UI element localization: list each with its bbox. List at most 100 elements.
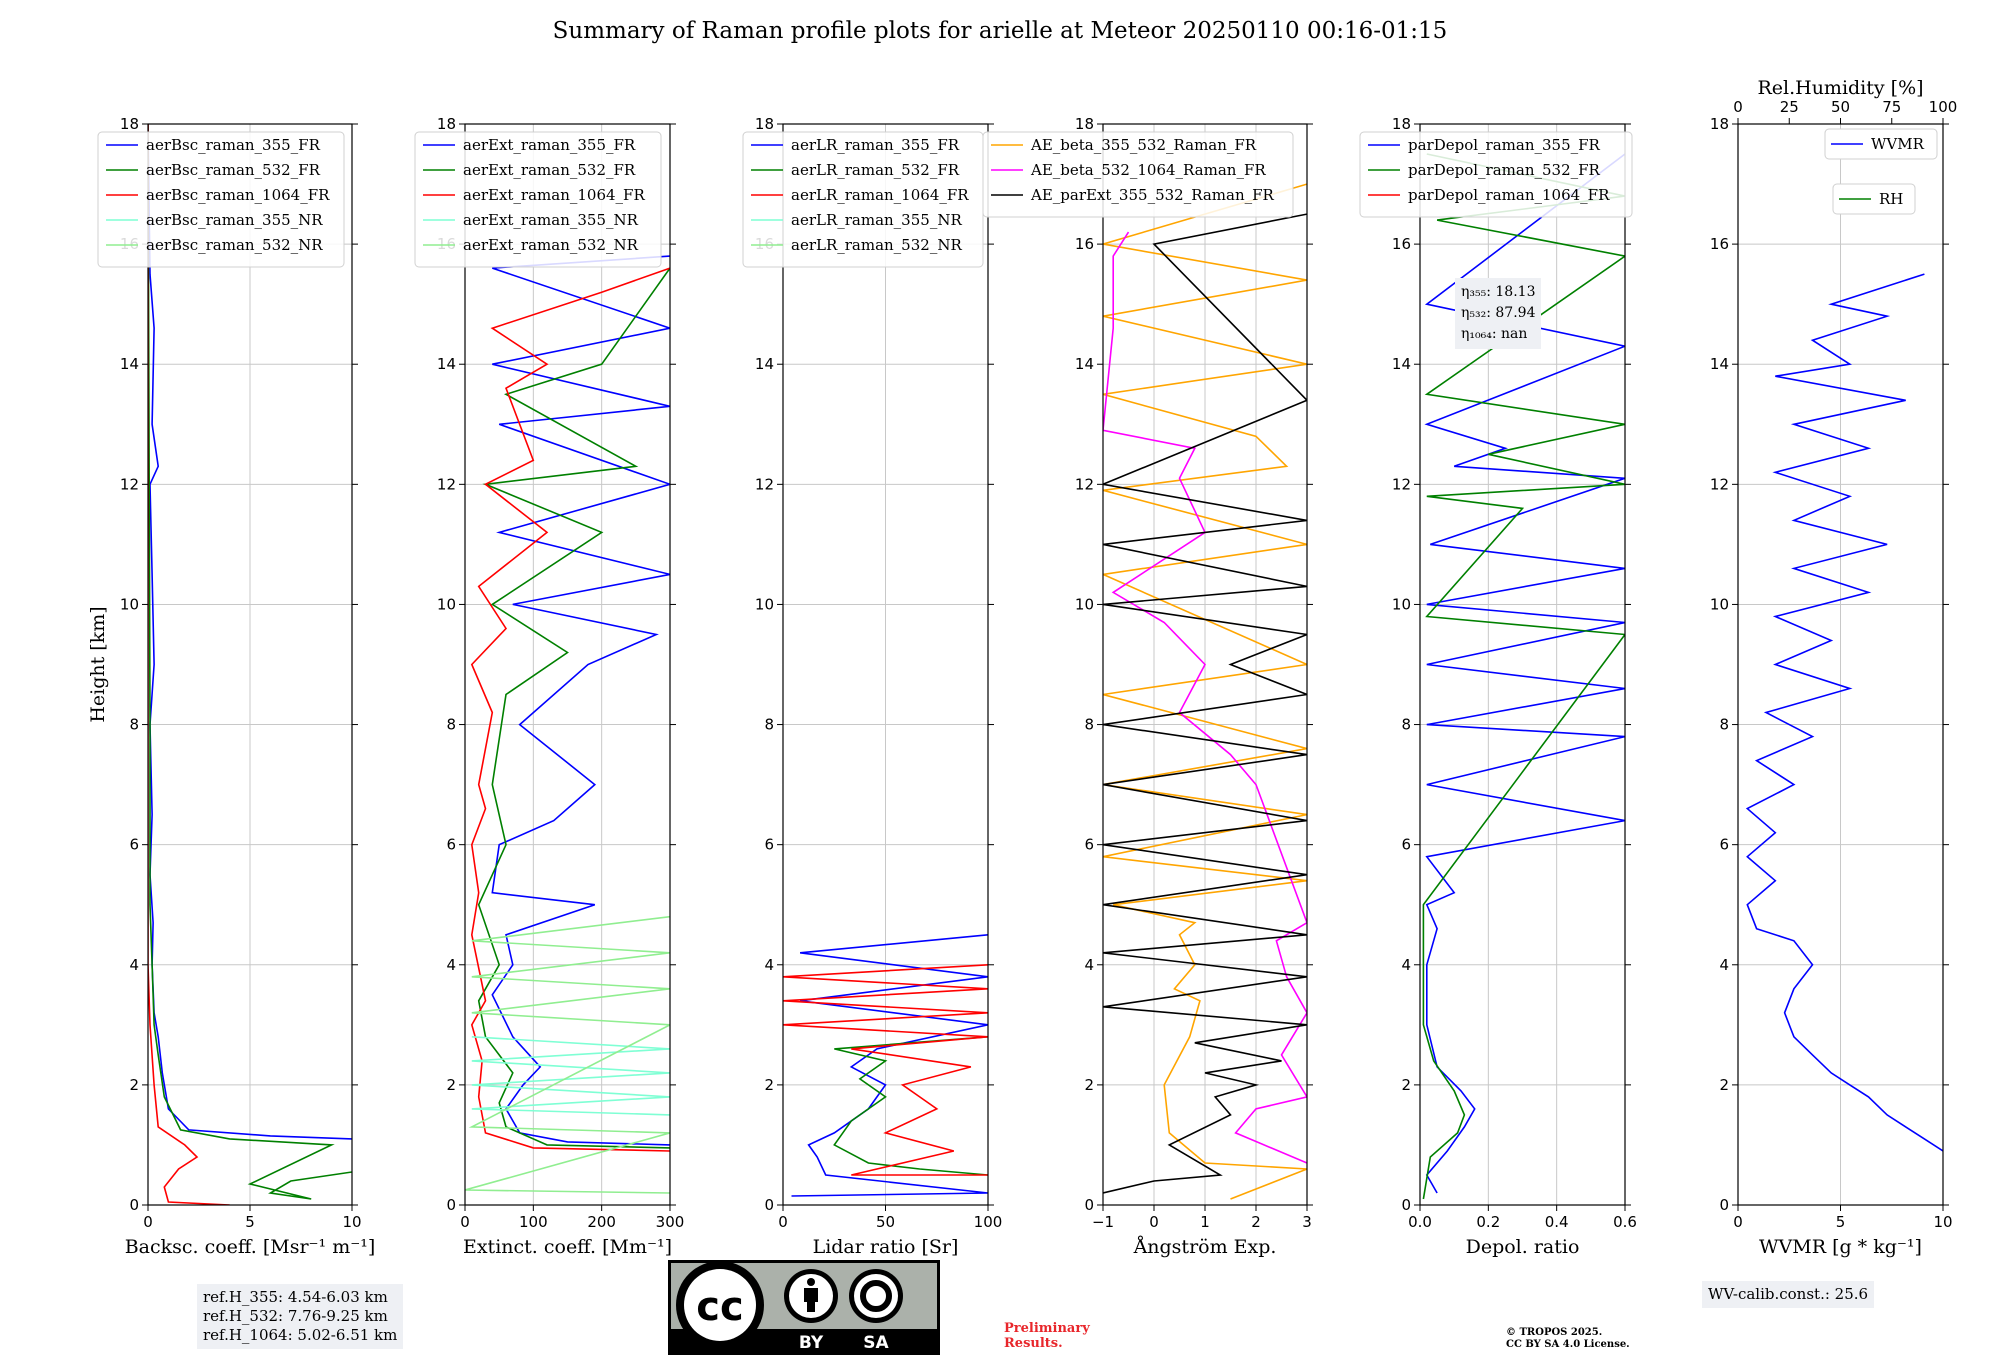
x-axis-label: Ångström Exp. <box>1133 1236 1277 1258</box>
y-tick-label: 8 <box>446 716 456 734</box>
top-x-tick-label: 100 <box>1929 98 1958 116</box>
y-tick-label: 16 <box>1075 235 1094 253</box>
y-tick-label: 0 <box>446 1196 456 1214</box>
eta-1064: η₁₀₆₄: nan <box>1461 326 1528 342</box>
panel-5: 0 2 4 6 8 10 12 14 16 18 0.0 0.2 0.4 0.6 Depol. ratio p… <box>1359 115 1637 1258</box>
y-tick-label: 6 <box>1084 836 1094 854</box>
top-x-tick-label: 0 <box>1733 98 1743 116</box>
y-tick-label: 14 <box>1392 355 1411 373</box>
y-tick-label: 10 <box>1392 595 1411 613</box>
series-line <box>1103 183 1307 1200</box>
eta-355: η₃₅₅: 18.13 <box>1461 284 1536 300</box>
legend-label: aerExt_raman_355_FR <box>463 136 636 154</box>
legend-label: AE_parExt_355_532_Raman_FR <box>1030 186 1275 204</box>
y-tick-label: 4 <box>1719 956 1729 974</box>
x-tick-label: 0 <box>460 1213 470 1231</box>
ref-h-532: ref.H_532: 7.76-9.25 km <box>203 1307 388 1325</box>
legend-label: aerLR_raman_532_NR <box>791 236 962 254</box>
legend-box <box>97 131 345 268</box>
y-tick-label: 16 <box>1392 235 1411 253</box>
x-tick-label: 0.6 <box>1613 1213 1637 1231</box>
eta-box: η₃₅₅: 18.13 η₅₃₂: 87.94 η₁₀₆₄: nan <box>1455 278 1542 349</box>
top-x-axis-label: Rel.Humidity [%] <box>1757 77 1923 99</box>
y-tick-label: 10 <box>1710 595 1729 613</box>
preliminary-note: Preliminary Results. <box>1004 1321 1090 1351</box>
y-tick-label: 6 <box>764 836 774 854</box>
x-tick-label: 0 <box>778 1213 788 1231</box>
legend-label: aerExt_raman_532_NR <box>463 236 639 254</box>
series-line <box>1424 153 1625 1194</box>
legend-label: aerBsc_raman_532_NR <box>146 236 323 254</box>
legend-label: aerBsc_raman_532_FR <box>146 161 321 179</box>
y-tick-label: 12 <box>1710 475 1729 493</box>
ref-height-box: ref.H_355: 4.54-6.03 km ref.H_532: 7.76-… <box>197 1284 404 1349</box>
x-axis-label: Lidar ratio [Sr] <box>813 1236 959 1258</box>
series-line <box>477 267 670 1149</box>
y-tick-label: 12 <box>437 475 456 493</box>
legend-label: aerLR_raman_532_FR <box>791 161 960 179</box>
series-line <box>1103 231 1307 1164</box>
y-axis-label: Height [km] <box>87 606 109 722</box>
y-tick-label: 12 <box>1075 475 1094 493</box>
x-axis-label: Backsc. coeff. [Msr⁻¹ m⁻¹] <box>125 1236 376 1258</box>
chart-title: Summary of Raman profile plots for ariel… <box>552 18 1448 44</box>
y-tick-label: 14 <box>1710 355 1729 373</box>
y-tick-label: 8 <box>1401 716 1411 734</box>
preliminary-line-1: Preliminary <box>1004 1321 1090 1336</box>
y-tick-label: 2 <box>1401 1076 1411 1094</box>
top-x-tick-label: 75 <box>1882 98 1901 116</box>
x-tick-label: 200 <box>587 1213 616 1231</box>
y-tick-label: 4 <box>129 956 139 974</box>
cc-text: cc <box>696 1284 743 1330</box>
x-axis-label: Extinct. coeff. [Mm⁻¹] <box>463 1236 672 1258</box>
eta-532: η₅₃₂: 87.94 <box>1461 305 1536 321</box>
x-tick-label: 0.4 <box>1545 1213 1569 1231</box>
y-tick-label: 2 <box>1084 1076 1094 1094</box>
y-tick-label: 10 <box>755 595 774 613</box>
ref-h-1064: ref.H_1064: 5.02-6.51 km <box>203 1326 398 1344</box>
x-axis-label: WVMR [g * kg⁻¹] <box>1759 1236 1922 1258</box>
legend-label: parDepol_raman_355_FR <box>1408 136 1601 154</box>
x-tick-label: 0 <box>1733 1213 1743 1231</box>
series-line <box>783 964 988 1176</box>
x-tick-label: 50 <box>876 1213 895 1231</box>
y-tick-label: 2 <box>764 1076 774 1094</box>
y-tick-label: 0 <box>764 1196 774 1214</box>
plot-frame <box>464 123 671 1206</box>
legend-label: parDepol_raman_1064_FR <box>1408 186 1610 204</box>
sa-text: SA <box>863 1333 889 1353</box>
x-tick-label: 5 <box>1836 1213 1846 1231</box>
y-tick-label: 0 <box>129 1196 139 1214</box>
y-tick-label: 18 <box>1075 115 1094 133</box>
y-tick-label: 2 <box>1719 1076 1729 1094</box>
panel-1: 0246810121416180510Backsc. coeff. [Msr⁻¹… <box>97 115 376 1258</box>
y-tick-label: 0 <box>1084 1196 1094 1214</box>
y-tick-label: 2 <box>129 1076 139 1094</box>
y-tick-label: 8 <box>129 716 139 734</box>
legend-box <box>414 131 662 268</box>
x-tick-label: 300 <box>656 1213 685 1231</box>
x-tick-label: 100 <box>519 1213 548 1231</box>
legend-label: aerLR_raman_355_FR <box>791 136 960 154</box>
legend-label: AE_beta_355_532_Raman_FR <box>1030 136 1257 154</box>
legend-label: parDepol_raman_532_FR <box>1408 161 1601 179</box>
series-line <box>471 1036 670 1116</box>
y-tick-label: 18 <box>755 115 774 133</box>
x-tick-label: 3 <box>1302 1213 1312 1231</box>
legend-label-wvmr: WVMR <box>1871 135 1925 153</box>
y-tick-label: 4 <box>1084 956 1094 974</box>
legend-box-wvmr <box>1824 128 1938 160</box>
y-tick-label: 8 <box>1084 716 1094 734</box>
x-tick-label: 0.2 <box>1476 1213 1500 1231</box>
plot-frame <box>1419 123 1626 1206</box>
legend-label: aerBsc_raman_355_NR <box>146 211 323 229</box>
y-tick-label: 14 <box>437 355 456 373</box>
y-tick-label: 0 <box>1401 1196 1411 1214</box>
legend-label: aerLR_raman_1064_FR <box>791 186 969 204</box>
y-tick-label: 4 <box>764 956 774 974</box>
y-tick-label: 12 <box>755 475 774 493</box>
legend-label: aerExt_raman_1064_FR <box>463 186 645 204</box>
y-tick-label: 0 <box>1719 1196 1729 1214</box>
panel-2: 0246810121416180100200300Extinct. coeff.… <box>414 115 685 1258</box>
